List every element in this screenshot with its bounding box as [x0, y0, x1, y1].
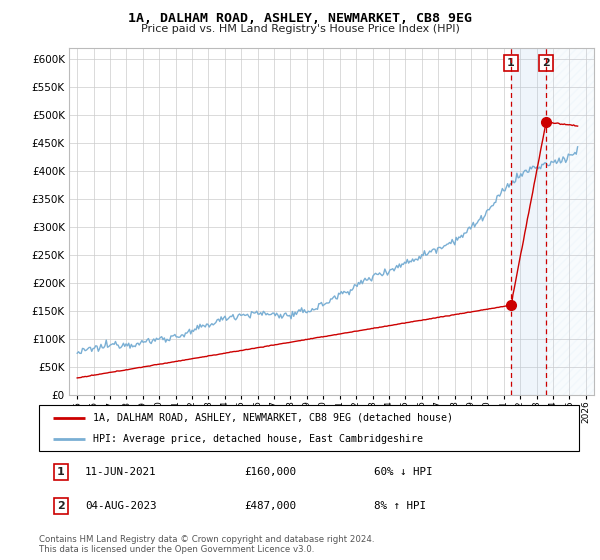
Text: £160,000: £160,000 — [244, 466, 296, 477]
Text: 2: 2 — [542, 58, 550, 68]
Text: 1A, DALHAM ROAD, ASHLEY, NEWMARKET, CB8 9EG (detached house): 1A, DALHAM ROAD, ASHLEY, NEWMARKET, CB8 … — [93, 413, 453, 423]
Text: 04-AUG-2023: 04-AUG-2023 — [85, 501, 157, 511]
Bar — [511, 48, 546, 395]
Text: 1: 1 — [507, 58, 515, 68]
Text: 8% ↑ HPI: 8% ↑ HPI — [374, 501, 426, 511]
Bar — [546, 48, 594, 395]
Text: 1: 1 — [57, 466, 64, 477]
Text: Contains HM Land Registry data © Crown copyright and database right 2024.
This d: Contains HM Land Registry data © Crown c… — [39, 535, 374, 554]
Text: 60% ↓ HPI: 60% ↓ HPI — [374, 466, 432, 477]
Text: Price paid vs. HM Land Registry's House Price Index (HPI): Price paid vs. HM Land Registry's House … — [140, 24, 460, 34]
Text: 2: 2 — [57, 501, 64, 511]
Text: £487,000: £487,000 — [244, 501, 296, 511]
Text: HPI: Average price, detached house, East Cambridgeshire: HPI: Average price, detached house, East… — [93, 435, 423, 444]
Text: 11-JUN-2021: 11-JUN-2021 — [85, 466, 157, 477]
Text: 1A, DALHAM ROAD, ASHLEY, NEWMARKET, CB8 9EG: 1A, DALHAM ROAD, ASHLEY, NEWMARKET, CB8 … — [128, 12, 472, 25]
